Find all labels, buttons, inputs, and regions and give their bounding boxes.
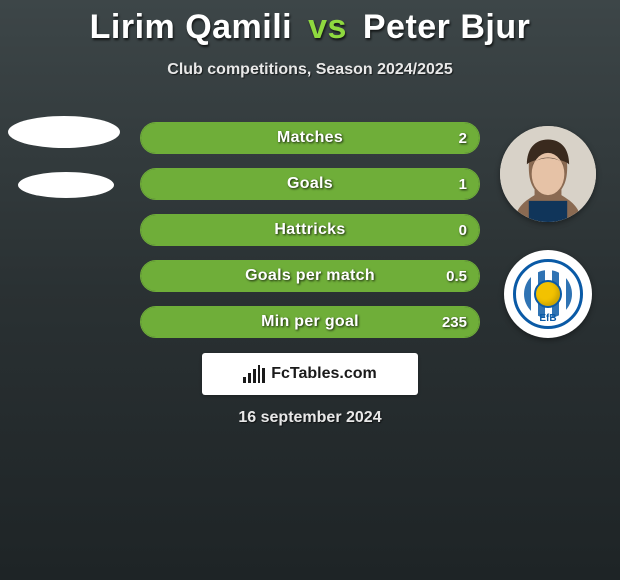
date-label: 16 september 2024 (0, 409, 620, 427)
icon-bar (258, 365, 261, 383)
left-column (8, 116, 120, 222)
stat-label: Matches (141, 123, 479, 153)
brand-text: FcTables.com (271, 365, 377, 383)
player1-photo-placeholder (8, 116, 120, 148)
stat-value-right: 0 (459, 215, 467, 245)
comparison-infographic: Lirim Qamili vs Peter Bjur Club competit… (0, 0, 620, 580)
player1-club-placeholder (18, 172, 114, 198)
brand-box: FcTables.com (202, 353, 418, 395)
club-ball-icon (534, 280, 562, 308)
icon-bar (262, 368, 265, 383)
vs-label: vs (308, 8, 347, 46)
stats-bars: Matches 2 Goals 1 Hattricks 0 Goals per … (140, 122, 480, 352)
player1-name: Lirim Qamili (90, 8, 293, 46)
avatar-silhouette-icon (500, 126, 596, 222)
player2-name: Peter Bjur (363, 8, 531, 46)
stat-value-right: 0.5 (446, 261, 467, 291)
stat-label: Goals (141, 169, 479, 199)
club-badge-inner: EfB (513, 259, 583, 329)
icon-bar (253, 369, 256, 383)
player2-photo (500, 126, 596, 222)
stat-value-right: 2 (459, 123, 467, 153)
stat-value-right: 1 (459, 169, 467, 199)
stat-row-min-per-goal: Min per goal 235 (140, 306, 480, 338)
stat-row-hattricks: Hattricks 0 (140, 214, 480, 246)
right-column: EfB (500, 126, 600, 338)
stat-label: Goals per match (141, 261, 479, 291)
stat-label: Hattricks (141, 215, 479, 245)
subtitle: Club competitions, Season 2024/2025 (0, 61, 620, 79)
icon-bar (243, 377, 246, 383)
stat-label: Min per goal (141, 307, 479, 337)
stat-row-goals: Goals 1 (140, 168, 480, 200)
player2-club-badge: EfB (504, 250, 592, 338)
bar-chart-icon (243, 365, 265, 383)
page-title: Lirim Qamili vs Peter Bjur (0, 0, 620, 47)
stat-value-right: 235 (442, 307, 467, 337)
stat-row-matches: Matches 2 (140, 122, 480, 154)
icon-bar (248, 373, 251, 383)
stat-row-goals-per-match: Goals per match 0.5 (140, 260, 480, 292)
club-abbrev: EfB (516, 313, 580, 324)
